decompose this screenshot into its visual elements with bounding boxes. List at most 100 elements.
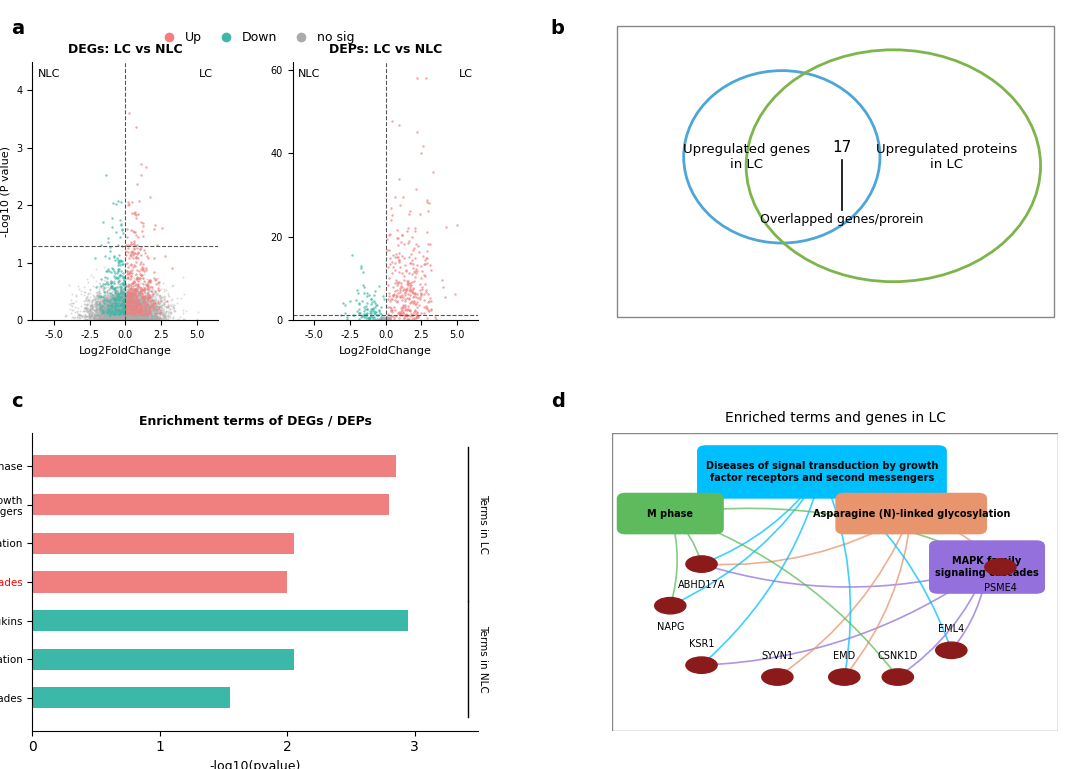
Point xyxy=(119,311,136,324)
Title: DEGs: LC vs NLC: DEGs: LC vs NLC xyxy=(68,43,183,56)
Point xyxy=(123,295,140,307)
Point xyxy=(106,301,123,314)
Point xyxy=(125,298,143,311)
Point xyxy=(399,275,416,287)
Point xyxy=(103,310,120,322)
Point xyxy=(143,301,160,314)
Point xyxy=(411,272,429,285)
Point xyxy=(103,309,120,321)
Point xyxy=(413,147,430,159)
Point xyxy=(111,313,129,325)
Point xyxy=(90,303,107,315)
Point xyxy=(126,308,144,321)
Point xyxy=(113,310,131,322)
Point xyxy=(104,311,121,323)
Point xyxy=(129,305,146,317)
Point xyxy=(391,291,408,303)
Point xyxy=(124,296,141,308)
Point xyxy=(149,311,166,323)
Point xyxy=(121,314,138,326)
Point xyxy=(135,290,152,302)
Point xyxy=(126,309,144,321)
Point xyxy=(106,306,123,318)
Point xyxy=(121,295,138,308)
Point xyxy=(91,289,108,301)
Point xyxy=(126,312,144,325)
Point xyxy=(125,307,143,319)
Point xyxy=(395,238,413,251)
Point xyxy=(119,307,136,319)
Point xyxy=(111,305,129,318)
Point xyxy=(131,297,148,309)
Point xyxy=(395,299,413,311)
Point xyxy=(97,291,114,303)
Point xyxy=(106,282,123,295)
Point xyxy=(138,264,156,276)
Point xyxy=(152,304,170,316)
Point xyxy=(120,308,137,321)
Point xyxy=(123,283,140,295)
Point xyxy=(122,283,139,295)
Point xyxy=(122,250,139,262)
Point xyxy=(113,303,131,315)
Point xyxy=(116,304,133,316)
Point xyxy=(91,299,108,311)
Point xyxy=(104,314,121,326)
Point xyxy=(114,305,132,318)
Point xyxy=(114,299,132,311)
Point xyxy=(130,275,147,287)
Point xyxy=(137,312,154,325)
Point xyxy=(143,307,160,319)
Point xyxy=(125,310,143,322)
Point xyxy=(122,301,139,314)
Point xyxy=(386,313,403,325)
Point xyxy=(377,314,394,326)
Point xyxy=(100,312,118,325)
Point xyxy=(122,301,139,314)
Point xyxy=(416,269,433,281)
Point xyxy=(125,313,143,325)
Point xyxy=(126,296,144,308)
Point xyxy=(98,294,116,306)
Point xyxy=(148,302,165,315)
Point xyxy=(114,309,132,321)
Point xyxy=(91,297,108,309)
Point xyxy=(122,238,139,250)
FancyBboxPatch shape xyxy=(929,541,1045,594)
Point xyxy=(355,281,373,294)
Point xyxy=(89,298,106,311)
Point xyxy=(139,298,157,311)
Point xyxy=(122,308,139,320)
Point xyxy=(76,311,93,323)
Point xyxy=(159,308,176,321)
Point xyxy=(124,314,141,326)
Point xyxy=(139,306,157,318)
Point xyxy=(122,305,139,318)
Point xyxy=(133,309,150,321)
Point xyxy=(131,314,148,326)
Point xyxy=(111,309,129,321)
Point xyxy=(133,295,150,308)
Point xyxy=(120,280,137,292)
Point xyxy=(124,275,141,288)
Point xyxy=(138,299,156,311)
Point xyxy=(139,314,157,326)
Point xyxy=(118,288,135,300)
Point xyxy=(125,308,143,320)
Point xyxy=(110,263,127,275)
Point xyxy=(116,308,133,321)
Point xyxy=(108,308,125,321)
Point xyxy=(117,308,134,320)
Point xyxy=(110,311,127,324)
Point xyxy=(383,266,401,278)
Point xyxy=(121,304,138,316)
Point xyxy=(123,301,140,313)
Point xyxy=(112,303,130,315)
Point xyxy=(107,298,124,310)
Point xyxy=(124,308,141,321)
Point xyxy=(103,311,120,324)
Point xyxy=(85,310,103,322)
Point xyxy=(127,303,145,315)
Point xyxy=(109,302,126,315)
Point xyxy=(112,255,130,268)
